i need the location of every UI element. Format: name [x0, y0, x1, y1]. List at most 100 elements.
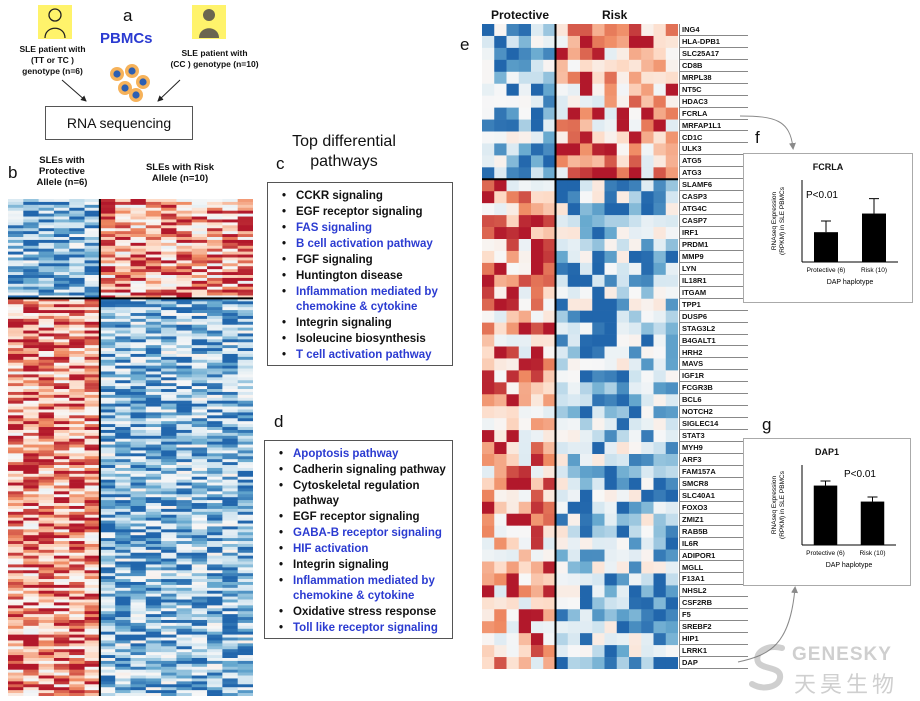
heatmap-cell — [84, 447, 101, 451]
heatmap-cell — [207, 438, 223, 442]
heatmap-cell — [555, 418, 569, 431]
heatmap-cell — [191, 503, 208, 507]
heatmap-cell — [567, 215, 581, 228]
heatmap-cell — [592, 621, 605, 634]
heatmap-cell — [207, 485, 223, 489]
heatmap-cell — [604, 310, 618, 323]
heatmap-cell — [115, 310, 131, 314]
heatmap-cell — [191, 427, 208, 431]
heatmap-cell — [53, 465, 70, 469]
heatmap-cell — [191, 465, 208, 469]
heatmap-cell — [130, 403, 147, 407]
heatmap-cell — [53, 529, 70, 533]
heatmap-cell — [115, 634, 131, 638]
heatmap-cell — [8, 611, 24, 615]
heatmap-cell — [130, 675, 147, 679]
heatmap-cell — [130, 485, 147, 489]
heatmap-cell — [191, 380, 208, 384]
heatmap-cell — [99, 219, 116, 223]
heatmap-cell — [506, 95, 520, 108]
heatmap-cell — [592, 83, 605, 96]
heatmap-cell — [115, 301, 131, 305]
heatmap-cell — [145, 505, 162, 510]
heatmap-cell — [8, 353, 24, 358]
heatmap-cell — [145, 280, 162, 285]
heatmap-cell — [115, 652, 131, 656]
heatmap-cell — [604, 657, 618, 669]
heatmap-cell — [237, 465, 253, 469]
heatmap-cell — [207, 666, 223, 670]
pathway-item: Cytoskeletal regulation pathway — [279, 479, 448, 509]
heatmap-cell — [53, 318, 70, 323]
heatmap-cell — [161, 497, 177, 501]
heatmap-cell — [69, 462, 85, 466]
heatmap-cell — [8, 619, 24, 624]
heatmap-cell — [69, 359, 85, 364]
heatmap-cell — [555, 382, 569, 395]
heatmap-cell — [237, 605, 253, 609]
heatmap-cell — [518, 489, 532, 503]
heatmap-cell — [580, 537, 593, 550]
heatmap-cell — [207, 555, 223, 559]
heatmap-cell — [176, 614, 193, 618]
heatmap-cell — [207, 412, 223, 416]
heatmap-cell — [207, 441, 223, 445]
heatmap-cell — [176, 470, 193, 475]
heatmap-cell — [222, 619, 238, 624]
heatmap-cell — [580, 382, 593, 395]
heatmap-cell — [237, 473, 253, 478]
heatmap-cell — [604, 59, 618, 73]
heatmap-cell — [176, 555, 193, 559]
heatmap-cell — [592, 406, 605, 419]
heatmap-cell — [69, 403, 85, 407]
heatmap-cell — [84, 400, 101, 404]
heatmap-cell — [115, 263, 131, 267]
heatmap-cell — [38, 389, 55, 393]
heatmap-cell — [69, 570, 85, 574]
heatmap-cell — [145, 567, 162, 571]
heatmap-cell — [482, 573, 495, 586]
heatmap-cell — [207, 497, 223, 501]
heatmap-cell — [629, 370, 642, 383]
heatmap-cell — [115, 526, 131, 530]
heatmap-cell — [176, 649, 193, 653]
heatmap-cell — [84, 397, 101, 402]
heatmap-cell — [665, 35, 678, 49]
heatmap-cell — [616, 250, 630, 264]
heatmap-cell — [84, 672, 101, 676]
heatmap-cell — [207, 570, 223, 574]
heatmap-cell — [53, 234, 70, 238]
heatmap-cell — [543, 621, 556, 634]
heatmap-cell — [176, 473, 193, 478]
heatmap-cell — [53, 675, 70, 679]
gene-label: MMP9 — [680, 251, 748, 263]
heatmap-cell — [176, 310, 193, 314]
heatmap-cell — [222, 543, 238, 548]
panel-letter-f: f — [755, 128, 760, 147]
heatmap-cell — [84, 573, 101, 577]
heatmap-cell — [38, 286, 55, 290]
heatmap-cell — [161, 403, 177, 407]
heatmap-cell — [115, 213, 131, 217]
heatmap-cell — [207, 239, 223, 244]
heatmap-cell — [616, 621, 630, 634]
heatmap-cell — [555, 465, 569, 479]
heatmap-cell — [161, 418, 177, 422]
heatmap-cell — [53, 605, 70, 609]
heatmap-cell — [8, 248, 24, 252]
heatmap-cell — [222, 263, 238, 267]
heatmap-cell — [222, 289, 238, 293]
heatmap-cell — [207, 564, 223, 568]
heatmap-cell — [176, 541, 193, 545]
heatmap-cell — [84, 467, 101, 472]
heatmap-cell — [482, 59, 495, 73]
heatmap-cell — [580, 346, 593, 359]
heatmap-cell — [653, 525, 667, 538]
heatmap-cell — [38, 570, 55, 574]
heatmap-cell — [629, 322, 642, 335]
heatmap-cell — [176, 643, 193, 647]
heatmap-cell — [191, 614, 208, 618]
heatmap-cell — [518, 274, 532, 288]
heatmap-cell — [84, 257, 101, 261]
heatmap-cell — [8, 657, 24, 662]
